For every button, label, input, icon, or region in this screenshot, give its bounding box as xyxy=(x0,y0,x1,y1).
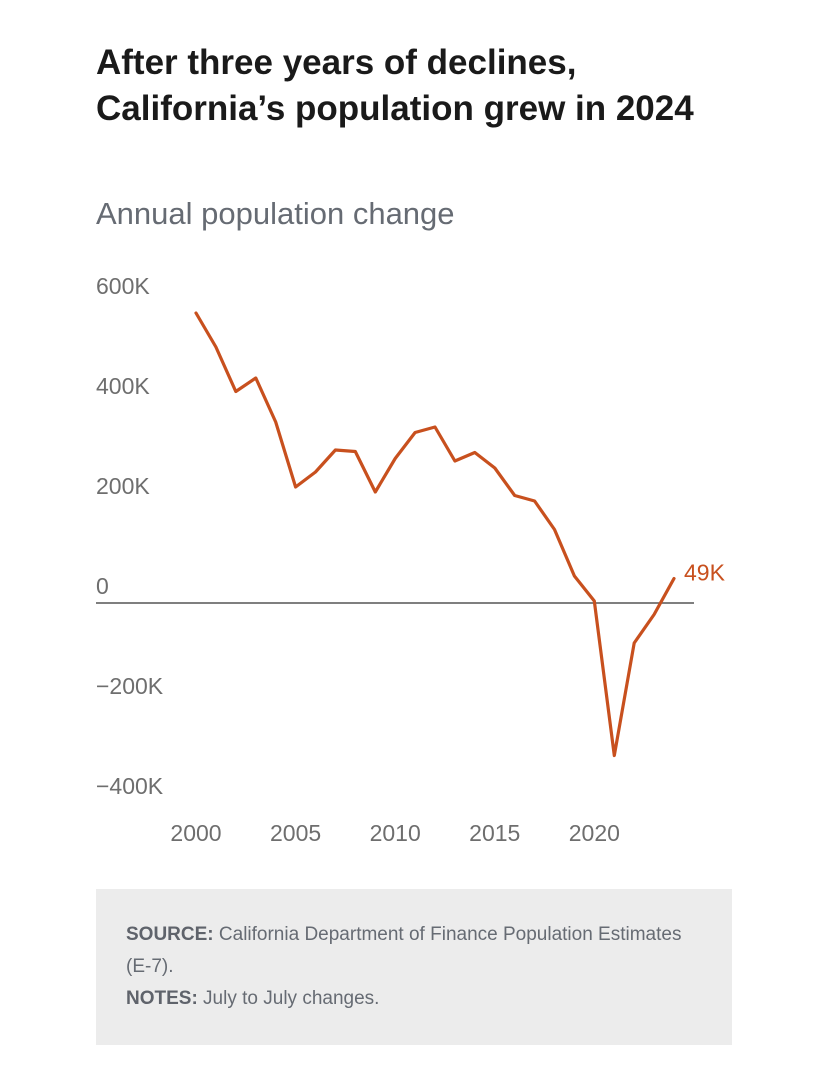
y-axis: 600K 400K 200K 0 −200K −400K xyxy=(96,273,164,799)
data-point xyxy=(671,576,677,582)
data-point xyxy=(372,489,378,495)
data-point xyxy=(532,498,538,504)
data-point xyxy=(412,430,418,436)
data-point xyxy=(591,598,597,604)
data-point xyxy=(611,753,617,759)
source-line: SOURCE: California Department of Finance… xyxy=(126,919,702,983)
series-line-population-change xyxy=(194,311,676,758)
y-tick-label: 0 xyxy=(96,573,109,599)
y-tick-label: −400K xyxy=(96,773,164,799)
x-axis: 2000 2005 2010 2015 2020 xyxy=(170,820,620,846)
data-point xyxy=(432,424,438,430)
data-point xyxy=(472,450,478,456)
source-label: SOURCE: xyxy=(126,924,214,945)
data-point xyxy=(313,469,319,475)
x-tick-label: 2020 xyxy=(569,820,620,846)
data-point xyxy=(392,456,398,462)
end-value-label: 49K xyxy=(684,560,726,586)
data-point xyxy=(571,573,577,579)
data-point xyxy=(253,375,259,381)
line-chart: 600K 400K 200K 0 −200K −400K 2000 2005 2010 2015… xyxy=(96,273,726,846)
data-point xyxy=(293,484,299,490)
source-notes-box: SOURCE: California Department of Finance… xyxy=(96,889,732,1045)
data-point xyxy=(213,344,219,350)
x-tick-label: 2015 xyxy=(469,820,520,846)
y-tick-label: 600K xyxy=(96,273,150,299)
data-point xyxy=(631,640,637,646)
data-point xyxy=(332,447,338,453)
y-tick-label: 400K xyxy=(96,373,150,399)
y-tick-label: 200K xyxy=(96,473,150,499)
data-point xyxy=(512,493,518,499)
y-tick-label: −200K xyxy=(96,673,164,699)
data-point xyxy=(193,310,199,316)
data-point xyxy=(273,419,279,425)
notes-line: NOTES: July to July changes. xyxy=(126,983,702,1015)
x-tick-label: 2000 xyxy=(170,820,221,846)
x-tick-label: 2010 xyxy=(370,820,421,846)
data-point xyxy=(352,449,358,455)
notes-label: NOTES: xyxy=(126,988,198,1009)
data-point xyxy=(452,458,458,464)
x-tick-label: 2005 xyxy=(270,820,321,846)
data-point xyxy=(552,527,558,533)
chart-title: After three years of declines, Californi… xyxy=(96,43,694,128)
data-point xyxy=(492,465,498,471)
data-point xyxy=(233,389,239,395)
chart-subtitle: Annual population change xyxy=(96,196,455,231)
data-point xyxy=(651,612,657,618)
notes-text: July to July changes. xyxy=(197,988,380,1009)
source-text: California Department of Finance Populat… xyxy=(126,924,682,977)
